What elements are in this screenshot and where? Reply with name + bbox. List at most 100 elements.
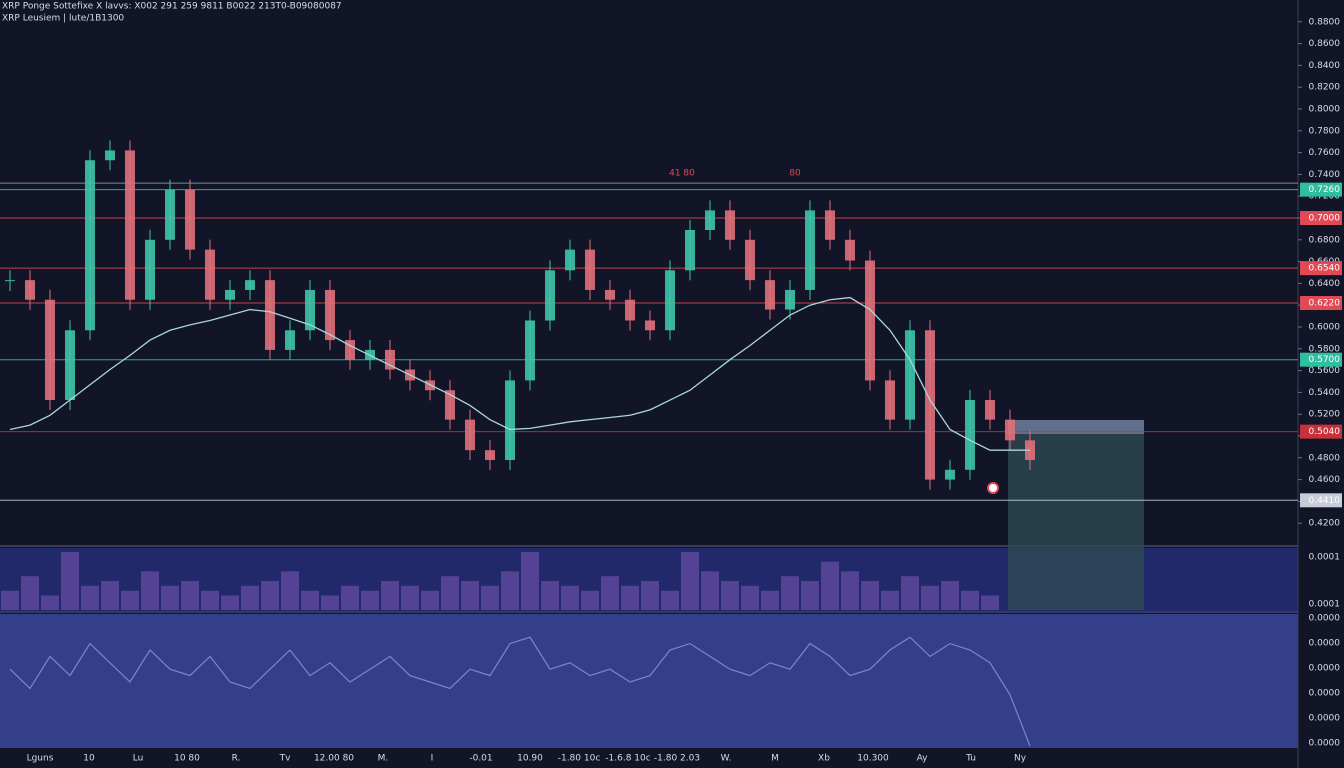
price-badge-label: 0.5040 [1309,427,1341,437]
volume-bar [241,585,259,610]
volume-bar [901,576,919,610]
x-tick-label: Xb [818,754,830,764]
x-tick-label: -0.01 [469,754,492,764]
price-badge [1300,182,1342,197]
price-badge [1300,352,1342,367]
candle-body [605,289,615,300]
candle-body [505,380,515,460]
candle-body [205,249,215,300]
marker [987,482,999,494]
volume-bar [301,590,319,610]
candle-body [645,320,655,331]
candle-body [805,210,815,290]
volume-bar [421,590,439,610]
volume-bar [961,590,979,610]
volume-bar [681,552,699,610]
candle-body [905,330,915,420]
header-subtitle: XRP Leusiem | lute/1B1300 [2,14,124,24]
volume-bar [281,571,299,610]
price-badge-label: 0.6540 [1309,264,1341,274]
volume-bar [441,576,459,610]
oscillator-axis-label: 0.0000 [1309,639,1341,649]
volume-bar [81,585,99,610]
candle-body [845,239,855,261]
candle-body [105,150,115,161]
candle-body [1005,419,1015,441]
oscillator-axis-label: 0.0000 [1309,664,1341,674]
candle-body [625,299,635,321]
candle-body [685,229,695,271]
y-tick-label: 0.4600 [1309,475,1341,485]
candle-body [345,340,355,360]
volume-bar [121,590,139,610]
y-tick-label: 0.8000 [1309,105,1341,115]
x-tick-label: 10.90 [517,754,543,764]
oscillator-axis-label: 0.0000 [1309,614,1341,624]
candle-body [385,349,395,370]
candle-body [145,239,155,300]
volume-bar [201,590,219,610]
y-tick-label: 0.7400 [1309,170,1341,180]
volume-bar [361,590,379,610]
x-tick-label: R. [232,754,241,764]
x-tick-label: -1.80 2.03 [654,754,700,764]
x-tick-label: M [771,754,779,764]
x-tick-label: 12.00 80 [314,754,354,764]
candle-body [765,280,775,310]
y-tick-label: 0.5800 [1309,344,1341,354]
x-tick-label: Ny [1014,754,1027,764]
candle-body [725,210,735,240]
y-tick-label: 0.6800 [1309,235,1341,245]
candle-body [225,289,235,300]
candle-body [25,280,35,300]
volume-bar [561,585,579,610]
volume-bar [161,585,179,610]
volume-bar [641,581,659,610]
annotation: 80 [789,169,801,179]
volume-bar [821,561,839,610]
candle-body [865,260,875,381]
x-tick-label: Lguns [27,754,54,764]
oscillator-pane [0,614,1298,748]
volume-bar [21,576,39,610]
candle-body [245,280,255,290]
candle-body [565,249,575,271]
x-tick-label: Tv [279,754,291,764]
volume-bar [761,590,779,610]
volume-bar [661,590,679,610]
candle-body [445,390,455,420]
volume-bar [341,585,359,610]
y-tick-label: 0.5600 [1309,366,1341,376]
candle-body [45,299,55,401]
price-badge [1300,424,1342,439]
price-badge [1300,493,1342,508]
candle-body [125,150,135,300]
volume-bar [181,581,199,610]
y-tick-label: 0.5200 [1309,410,1341,420]
price-badge [1300,261,1342,276]
candle-body [305,289,315,331]
candle-body [585,249,595,290]
candle-body [825,210,835,240]
volume-bar [101,581,119,610]
candle-body [985,400,995,420]
candle-body [885,380,895,420]
x-tick-label: M. [378,754,389,764]
x-tick-label: W. [721,754,732,764]
candle-body [945,469,955,480]
volume-bar [701,571,719,610]
candle-body [785,289,795,310]
header-title: XRP Ponge Sottefixe X lavvs: X002 291 25… [2,2,342,12]
volume-bar [521,552,539,610]
y-tick-label: 0.6000 [1309,323,1341,333]
volume-bar [981,595,999,610]
oscillator-line [9,636,1031,747]
volume-bar [721,581,739,610]
y-tick-label: 0.4800 [1309,453,1341,463]
price-badge-label: 0.4410 [1309,496,1341,506]
candle-body [925,330,935,480]
y-tick-label: 0.5400 [1309,388,1341,398]
candle-body [705,210,715,230]
y-tick-label: 0.8200 [1309,83,1341,93]
